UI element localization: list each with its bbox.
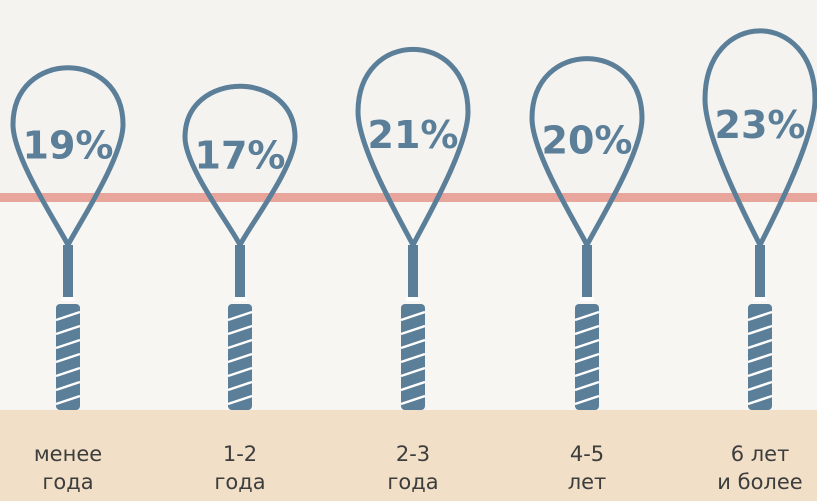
grip-stripe: [400, 352, 426, 364]
grip-stripe: [400, 324, 426, 336]
grip-stripe: [55, 366, 81, 378]
racket-head: [10, 65, 126, 251]
racket-shaft: [408, 245, 418, 297]
grip-stripe: [227, 352, 253, 364]
racket-band: [753, 297, 767, 301]
grip-stripe: [400, 366, 426, 378]
grip-stripe: [747, 310, 773, 322]
racket-shaft: [755, 245, 765, 297]
value-label: 20%: [542, 118, 633, 162]
grip-stripe: [747, 380, 773, 392]
racket-head: [529, 56, 645, 251]
grip-stripe: [55, 310, 81, 322]
category-label: 4-5 лет: [567, 442, 607, 494]
grip-stripe: [400, 394, 426, 406]
grip-stripe: [227, 310, 253, 322]
racket-shaft: [63, 245, 73, 297]
racket-band: [406, 297, 420, 301]
grip-stripe: [227, 324, 253, 336]
grip-stripe: [55, 338, 81, 350]
racket-band: [61, 297, 75, 301]
grip-stripe: [747, 324, 773, 336]
grip-stripe: [400, 338, 426, 350]
grip-stripe: [55, 352, 81, 364]
racket-head: [702, 28, 817, 251]
grip-stripe: [400, 310, 426, 322]
grip-stripe: [747, 352, 773, 364]
category-label: 2-3 года: [387, 442, 439, 494]
grip-stripe: [227, 338, 253, 350]
value-label: 17%: [195, 134, 286, 178]
grip-stripe: [574, 310, 600, 322]
racket-band: [580, 297, 594, 301]
racket-band: [233, 297, 247, 301]
racket-head: [182, 83, 298, 251]
grip-stripe: [227, 380, 253, 392]
court-line: [0, 193, 817, 202]
grip-stripe: [747, 394, 773, 406]
value-label: 19%: [23, 123, 114, 167]
grip-stripe: [55, 394, 81, 406]
grip-stripe: [747, 366, 773, 378]
grip-stripe: [574, 380, 600, 392]
grip-stripe: [55, 380, 81, 392]
grip-stripe: [574, 338, 600, 350]
grip-stripe: [227, 366, 253, 378]
category-label: 6 лет и более: [717, 442, 803, 494]
category-label: менее года: [33, 442, 103, 494]
grip-stripe: [747, 338, 773, 350]
grip-stripe: [227, 394, 253, 406]
racket-shaft: [582, 245, 592, 297]
grip-stripe: [574, 366, 600, 378]
grip-stripe: [400, 380, 426, 392]
grip-stripe: [55, 324, 81, 336]
value-label: 21%: [368, 113, 459, 157]
grip-stripe: [574, 324, 600, 336]
grip-stripe: [574, 394, 600, 406]
category-label: 1-2 года: [214, 442, 266, 494]
racket-head: [355, 47, 471, 251]
grip-stripe: [574, 352, 600, 364]
value-label: 23%: [715, 103, 806, 147]
floor: [0, 410, 817, 501]
racket-shaft: [235, 245, 245, 297]
